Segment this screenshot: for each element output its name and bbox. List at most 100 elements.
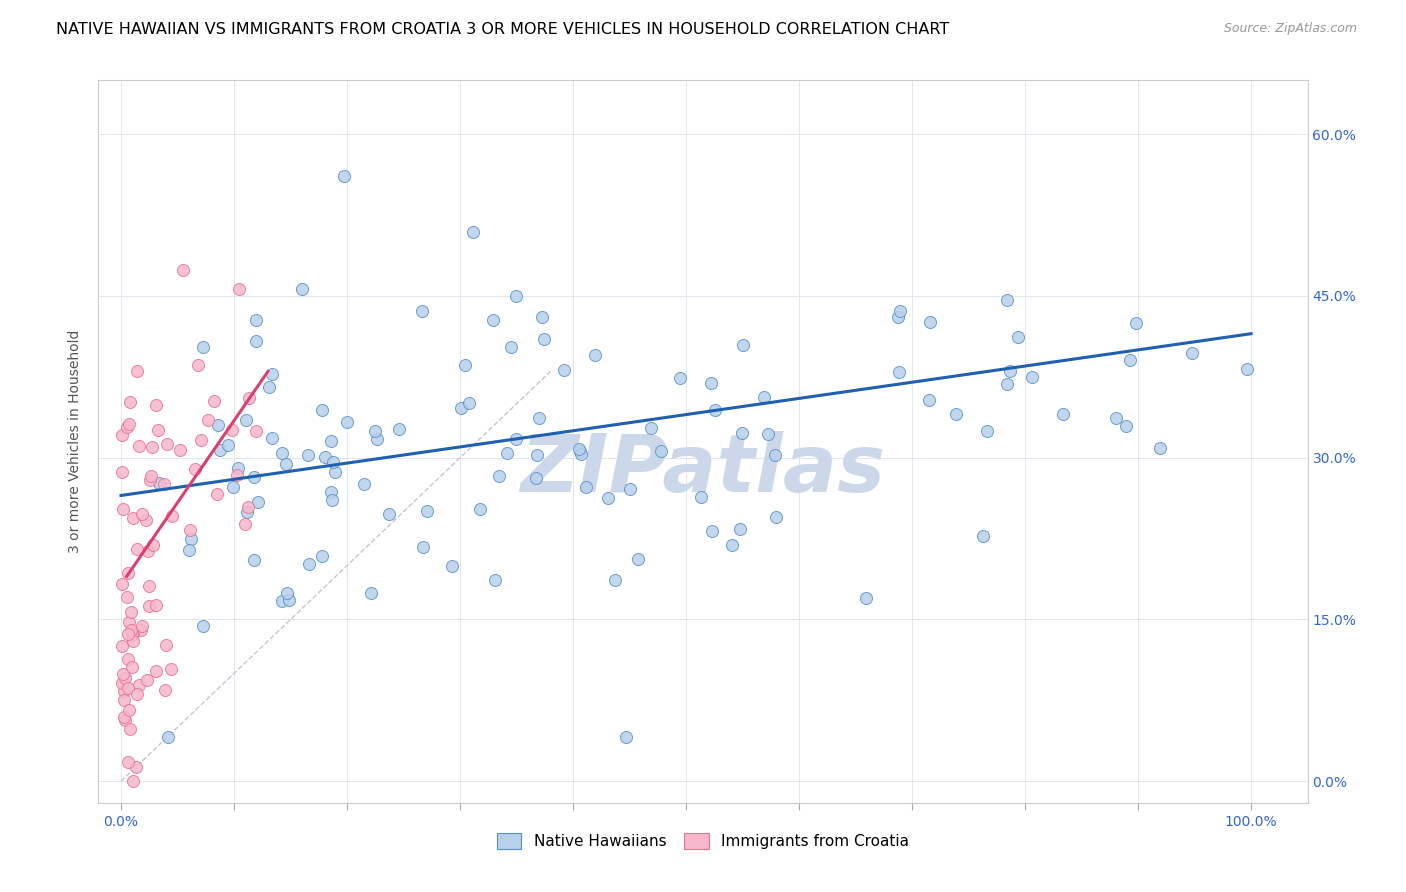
Point <box>333 169 356 184</box>
Point <box>117 417 139 431</box>
Point <box>765 509 787 524</box>
Point <box>575 480 598 494</box>
Point <box>470 502 492 516</box>
Point <box>208 442 231 457</box>
Point <box>411 303 433 318</box>
Point <box>226 460 249 475</box>
Point <box>138 579 160 593</box>
Point <box>111 465 134 479</box>
Point <box>138 473 160 487</box>
Point <box>690 490 713 504</box>
Text: NATIVE HAWAIIAN VS IMMIGRANTS FROM CROATIA 3 OR MORE VEHICLES IN HOUSEHOLD CORRE: NATIVE HAWAIIAN VS IMMIGRANTS FROM CROAT… <box>56 22 949 37</box>
Point <box>111 576 134 591</box>
Point <box>245 312 267 326</box>
Point <box>277 592 299 607</box>
Point <box>416 504 439 518</box>
Point <box>160 509 183 524</box>
Point <box>886 310 908 325</box>
Point <box>1115 418 1137 433</box>
Point <box>703 403 725 417</box>
Point <box>553 363 575 377</box>
Point <box>117 627 139 641</box>
Point <box>148 475 170 490</box>
Point <box>135 673 157 687</box>
Point <box>180 532 202 546</box>
Point <box>754 390 776 404</box>
Point <box>118 722 141 736</box>
Point <box>640 421 662 435</box>
Point <box>461 225 484 239</box>
Point <box>650 444 672 458</box>
Point <box>1236 361 1258 376</box>
Point <box>129 624 152 638</box>
Point <box>155 683 177 698</box>
Point <box>138 599 160 614</box>
Point <box>763 448 786 462</box>
Point <box>378 507 401 521</box>
Point <box>235 517 257 532</box>
Point <box>238 500 260 514</box>
Point <box>191 340 214 354</box>
Point <box>238 391 260 405</box>
Point <box>730 522 752 536</box>
Point <box>457 396 479 410</box>
Point <box>131 507 153 521</box>
Point <box>276 457 298 471</box>
Point <box>270 594 292 608</box>
Point <box>187 358 209 372</box>
Point <box>115 591 138 605</box>
Point <box>118 703 141 717</box>
Point <box>569 446 592 460</box>
Point <box>202 393 225 408</box>
Point <box>568 444 591 458</box>
Point <box>136 544 159 558</box>
Point <box>125 687 148 701</box>
Point <box>887 365 910 379</box>
Point <box>311 549 333 563</box>
Point <box>179 543 201 558</box>
Point <box>112 693 135 707</box>
Point <box>141 440 163 454</box>
Point <box>387 422 409 436</box>
Point <box>366 433 388 447</box>
Point <box>145 664 167 678</box>
Point <box>242 470 264 484</box>
Point <box>207 487 229 501</box>
Point <box>236 505 259 519</box>
Point <box>111 428 134 442</box>
Point <box>730 426 752 441</box>
Point <box>619 482 641 496</box>
Point <box>1052 407 1074 421</box>
Point <box>146 423 169 437</box>
Point <box>243 553 266 567</box>
Point <box>1021 369 1043 384</box>
Point <box>527 411 550 425</box>
Point <box>127 364 149 378</box>
Point <box>699 376 721 390</box>
Point <box>1105 411 1128 425</box>
Point <box>720 539 742 553</box>
Point <box>297 557 319 571</box>
Point <box>481 312 503 326</box>
Point <box>1149 442 1171 456</box>
Point <box>495 445 517 459</box>
Point <box>155 638 177 652</box>
Point <box>125 541 148 556</box>
Point <box>226 467 249 482</box>
Text: Source: ZipAtlas.com: Source: ZipAtlas.com <box>1223 22 1357 36</box>
Point <box>207 418 229 433</box>
Point <box>668 370 690 384</box>
Point <box>121 634 143 648</box>
Point <box>114 671 136 685</box>
Point <box>222 480 245 494</box>
Point <box>336 415 359 429</box>
Point <box>270 446 292 460</box>
Point <box>568 442 591 456</box>
Point <box>139 468 162 483</box>
Point <box>889 303 911 318</box>
Point <box>260 431 283 445</box>
Point <box>121 659 143 673</box>
Point <box>191 619 214 633</box>
Point <box>120 623 142 637</box>
Point <box>183 462 205 476</box>
